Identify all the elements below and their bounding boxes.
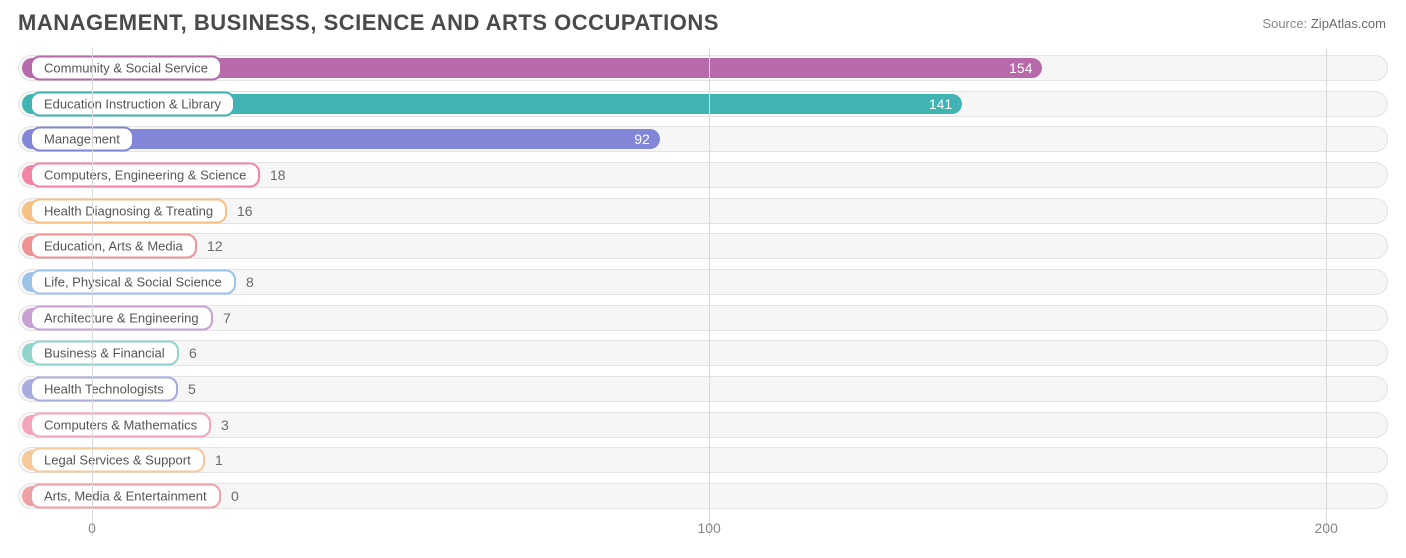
grid-line — [709, 48, 710, 536]
bar-track — [18, 340, 1388, 366]
bar-track — [18, 376, 1388, 402]
bar-category-pill: Computers & Mathematics — [30, 412, 211, 437]
bar-row: Education Instruction & Library 141 — [18, 90, 1388, 118]
bar-row: Legal Services & Support 1 — [18, 446, 1388, 474]
bar-category-pill: Arts, Media & Entertainment — [30, 483, 221, 508]
bar-track — [18, 483, 1388, 509]
bar-row: Health Technologists 5 — [18, 375, 1388, 403]
bar-value-label: 1 — [215, 452, 223, 468]
bar-category-pill: Management — [30, 127, 134, 152]
grid-line — [92, 48, 93, 536]
bar-value-label: 3 — [221, 417, 229, 433]
bar-rows: Community & Social Service 154 Education I… — [18, 54, 1388, 510]
source-value: ZipAtlas.com — [1311, 16, 1386, 31]
chart-area: Community & Social Service 154 Education I… — [18, 48, 1388, 536]
x-tick-label: 0 — [88, 520, 96, 536]
bar-value-label: 141 — [929, 96, 952, 112]
bar-value-label: 18 — [270, 167, 286, 183]
bar-value-label: 154 — [1009, 60, 1032, 76]
source-attribution: Source: ZipAtlas.com — [1262, 16, 1386, 31]
bar-category-pill: Health Diagnosing & Treating — [30, 198, 227, 223]
bar-row: Architecture & Engineering 7 — [18, 304, 1388, 332]
bar-track — [18, 233, 1388, 259]
bar-row: Community & Social Service 154 — [18, 54, 1388, 82]
bar-value-label: 12 — [207, 238, 223, 254]
bar-row: Education, Arts & Media 12 — [18, 232, 1388, 260]
bar-category-pill: Education Instruction & Library — [30, 91, 235, 116]
bar-category-pill: Computers, Engineering & Science — [30, 162, 260, 187]
x-tick-label: 200 — [1315, 520, 1338, 536]
grid-line — [1326, 48, 1327, 536]
bar-value-label: 0 — [231, 488, 239, 504]
x-tick-label: 100 — [697, 520, 720, 536]
bar-row: Life, Physical & Social Science 8 — [18, 268, 1388, 296]
bar-row: Computers & Mathematics 3 — [18, 411, 1388, 439]
chart-title: MANAGEMENT, BUSINESS, SCIENCE AND ARTS O… — [18, 10, 719, 36]
bar-category-pill: Education, Arts & Media — [30, 234, 197, 259]
bar-value-label: 8 — [246, 274, 254, 290]
bar-row: Business & Financial 6 — [18, 339, 1388, 367]
bar-value-label: 16 — [237, 203, 253, 219]
bar-category-pill: Life, Physical & Social Science — [30, 269, 236, 294]
bar-row: Arts, Media & Entertainment 0 — [18, 482, 1388, 510]
bar-category-pill: Business & Financial — [30, 341, 179, 366]
bar-category-pill: Health Technologists — [30, 376, 178, 401]
bar-row: Computers, Engineering & Science 18 — [18, 161, 1388, 189]
bar-track — [18, 447, 1388, 473]
bar-row: Management 92 — [18, 125, 1388, 153]
bar-category-pill: Community & Social Service — [30, 56, 222, 81]
bar-row: Health Diagnosing & Treating 16 — [18, 197, 1388, 225]
bar-value-label: 6 — [189, 345, 197, 361]
source-label: Source: — [1262, 16, 1307, 31]
bar-category-pill: Architecture & Engineering — [30, 305, 213, 330]
bar-value-label: 92 — [634, 131, 650, 147]
bar-category-pill: Legal Services & Support — [30, 448, 205, 473]
bar-value-label: 5 — [188, 381, 196, 397]
bar-value-label: 7 — [223, 310, 231, 326]
